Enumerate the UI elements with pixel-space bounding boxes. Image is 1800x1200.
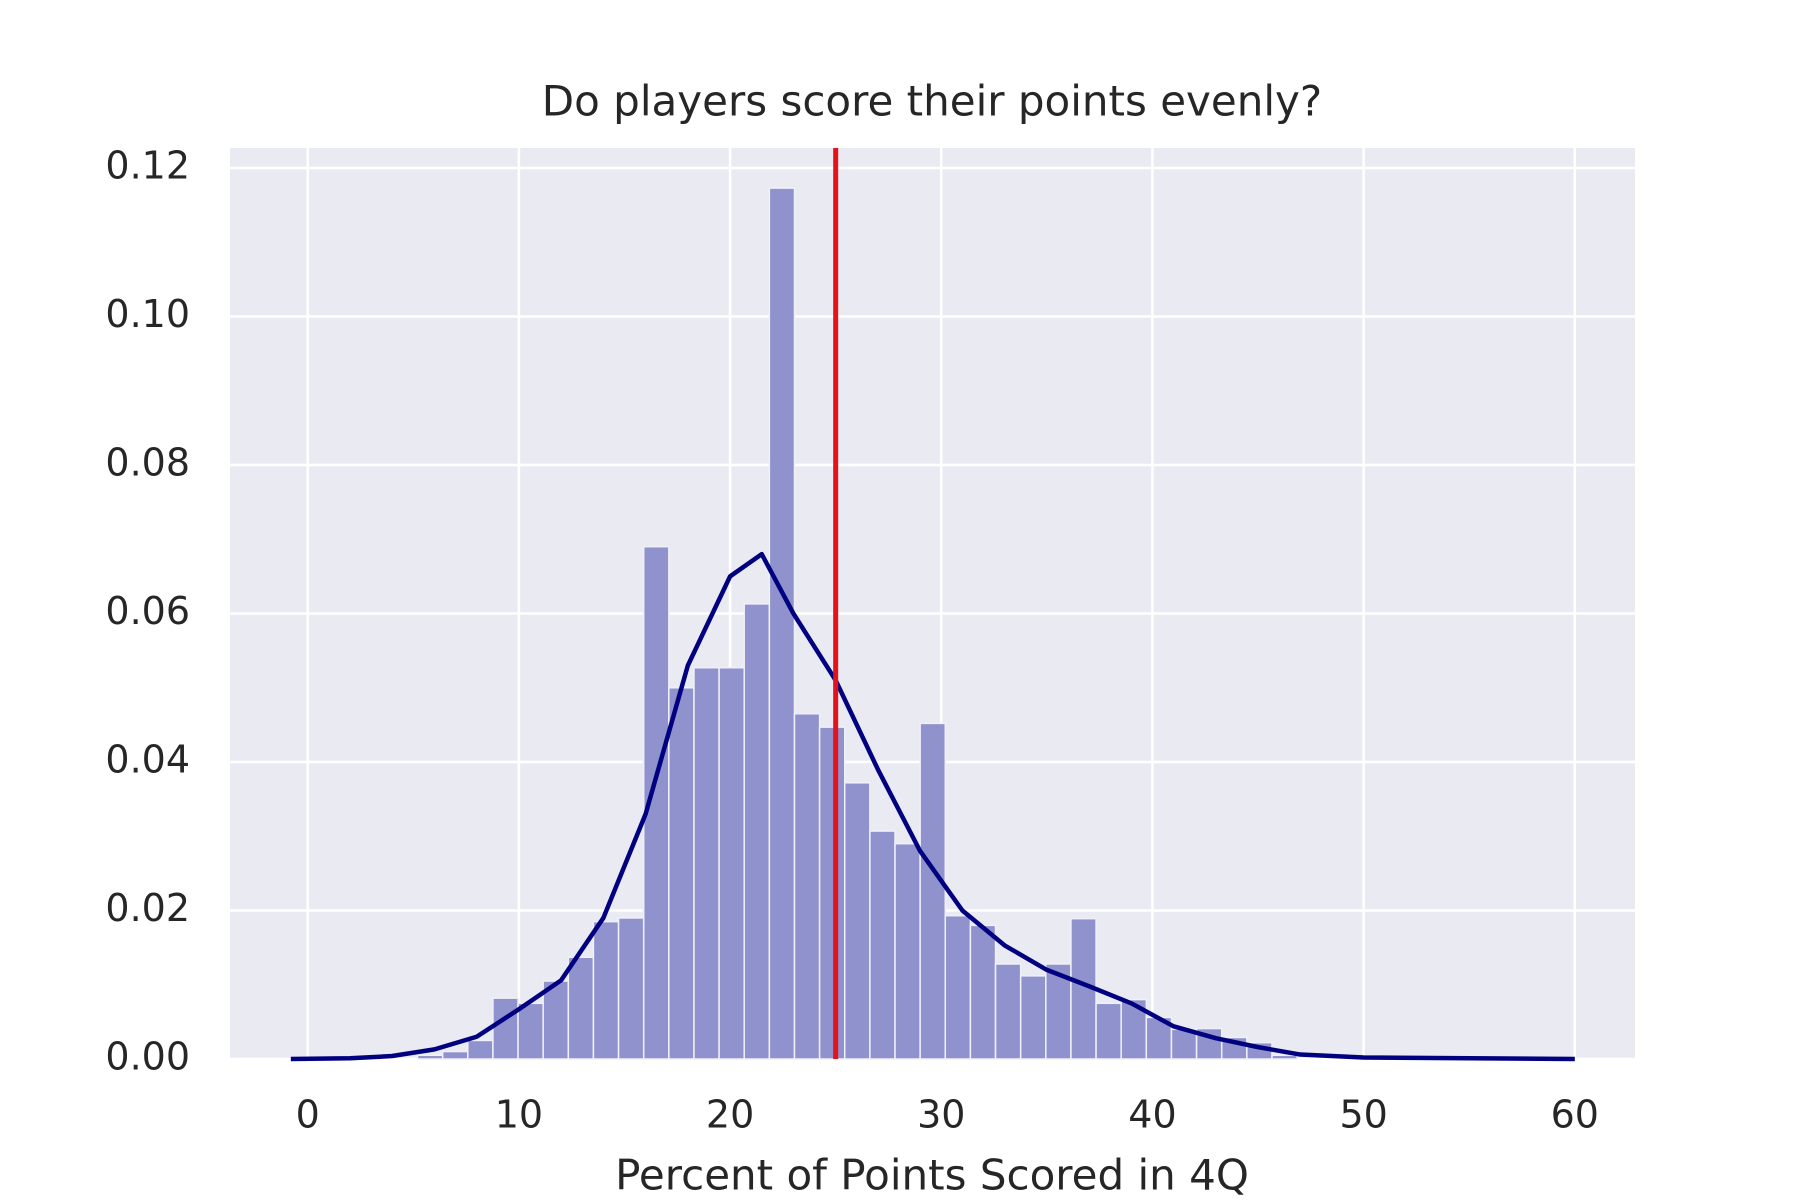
bar [944,914,972,1060]
bar [818,726,846,1060]
bar [768,187,796,1060]
bar [969,924,997,1060]
y-tick-label: 0.00 [105,1035,190,1079]
y-tick-label: 0.04 [105,738,190,782]
bar [617,917,645,1060]
x-tick-label: 50 [1339,1093,1387,1137]
x-tick-label: 60 [1551,1093,1599,1137]
bar [1095,1002,1122,1060]
bar [1019,975,1047,1060]
bar [592,920,620,1060]
y-tick-label: 0.02 [105,886,190,930]
x-tick-label: 20 [706,1093,754,1137]
x-tick-label: 10 [495,1093,543,1137]
bar [693,666,720,1060]
kde-line [290,551,1575,1062]
bar [467,1039,494,1060]
x-axis-label: Percent of Points Scored in 4Q [615,1151,1249,1200]
bar [869,830,896,1060]
bar [416,1054,444,1060]
y-tick-label: 0.10 [105,292,190,336]
bar [1045,963,1072,1060]
bar [743,603,771,1060]
bar [492,997,519,1060]
bar [668,687,695,1060]
bar [441,1050,469,1060]
x-tick-label: 30 [917,1093,965,1137]
bar [542,980,570,1060]
y-tick-label: 0.06 [105,589,190,633]
bar [894,842,921,1060]
bar [994,963,1022,1060]
bar [844,782,871,1060]
bar [919,722,947,1060]
x-tick-label: 40 [1128,1093,1176,1137]
bar [1271,1054,1298,1060]
chart-title: Do players score their points evenly? [542,77,1322,126]
x-tick-label: 0 [296,1093,320,1137]
bar [718,666,745,1060]
bar [567,956,595,1060]
y-tick-label: 0.12 [105,144,190,188]
bar [517,1002,544,1060]
bar [793,713,821,1060]
y-tick-label: 0.08 [105,441,190,485]
